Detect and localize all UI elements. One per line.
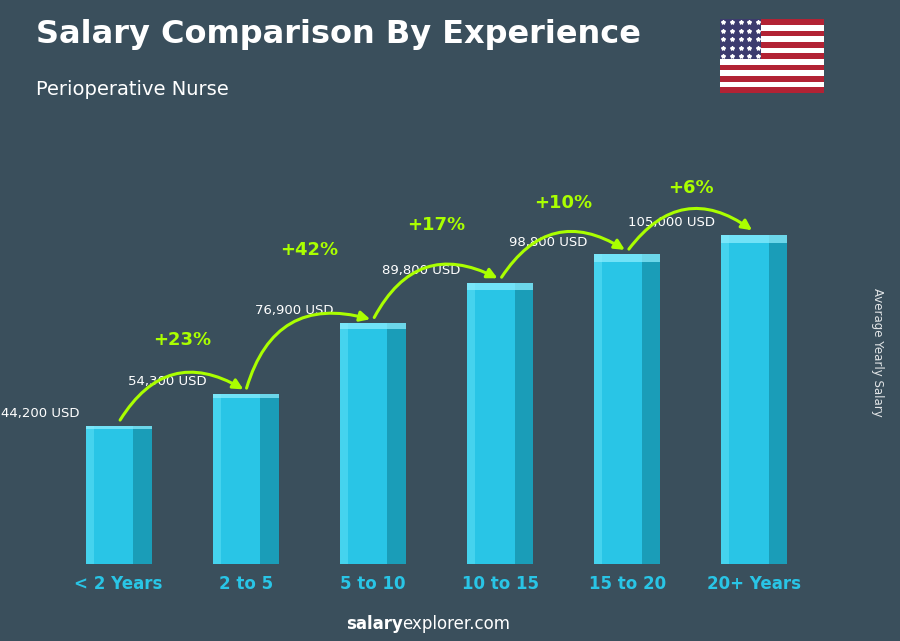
Bar <box>720 81 824 87</box>
Text: +42%: +42% <box>280 241 338 259</box>
Text: explorer.com: explorer.com <box>402 615 510 633</box>
Text: 44,200 USD: 44,200 USD <box>1 407 79 420</box>
Text: +23%: +23% <box>153 331 211 349</box>
Bar <box>340 323 406 329</box>
Bar <box>340 323 406 564</box>
Bar <box>260 394 279 564</box>
Bar <box>515 283 533 564</box>
Bar <box>720 47 824 53</box>
Bar <box>721 235 729 564</box>
Bar <box>720 19 824 25</box>
Text: Perioperative Nurse: Perioperative Nurse <box>36 80 229 99</box>
Bar <box>720 31 824 37</box>
Text: Salary Comparison By Experience: Salary Comparison By Experience <box>36 19 641 50</box>
Text: 89,800 USD: 89,800 USD <box>382 264 461 277</box>
Bar <box>594 254 661 262</box>
Bar <box>720 37 824 42</box>
Bar <box>86 426 94 564</box>
Bar <box>721 235 788 564</box>
Bar <box>720 19 761 59</box>
Bar <box>769 235 788 564</box>
Bar <box>720 42 824 47</box>
Text: 98,800 USD: 98,800 USD <box>509 236 588 249</box>
Bar <box>86 426 152 564</box>
Text: 76,900 USD: 76,900 USD <box>255 304 334 317</box>
Bar <box>86 426 152 429</box>
Bar <box>594 254 602 564</box>
Bar <box>594 254 661 564</box>
Bar <box>212 394 220 564</box>
Text: 54,300 USD: 54,300 USD <box>128 375 206 388</box>
Bar <box>721 235 788 243</box>
Bar <box>720 59 824 65</box>
Bar <box>720 87 824 93</box>
Bar <box>467 283 533 564</box>
Bar <box>133 426 152 564</box>
Bar <box>340 323 347 564</box>
Bar <box>720 65 824 71</box>
Bar <box>720 53 824 59</box>
Bar <box>212 394 279 564</box>
Text: +6%: +6% <box>668 179 714 197</box>
Text: 105,000 USD: 105,000 USD <box>628 217 715 229</box>
Bar <box>720 71 824 76</box>
Bar <box>720 76 824 81</box>
Text: salary: salary <box>346 615 403 633</box>
Text: +10%: +10% <box>535 194 593 212</box>
Bar <box>642 254 661 564</box>
Bar <box>720 25 824 31</box>
Bar <box>388 323 406 564</box>
Bar <box>212 394 279 398</box>
Text: Average Yearly Salary: Average Yearly Salary <box>871 288 884 417</box>
Text: +17%: +17% <box>408 216 465 234</box>
Bar <box>467 283 475 564</box>
Bar <box>467 283 533 290</box>
